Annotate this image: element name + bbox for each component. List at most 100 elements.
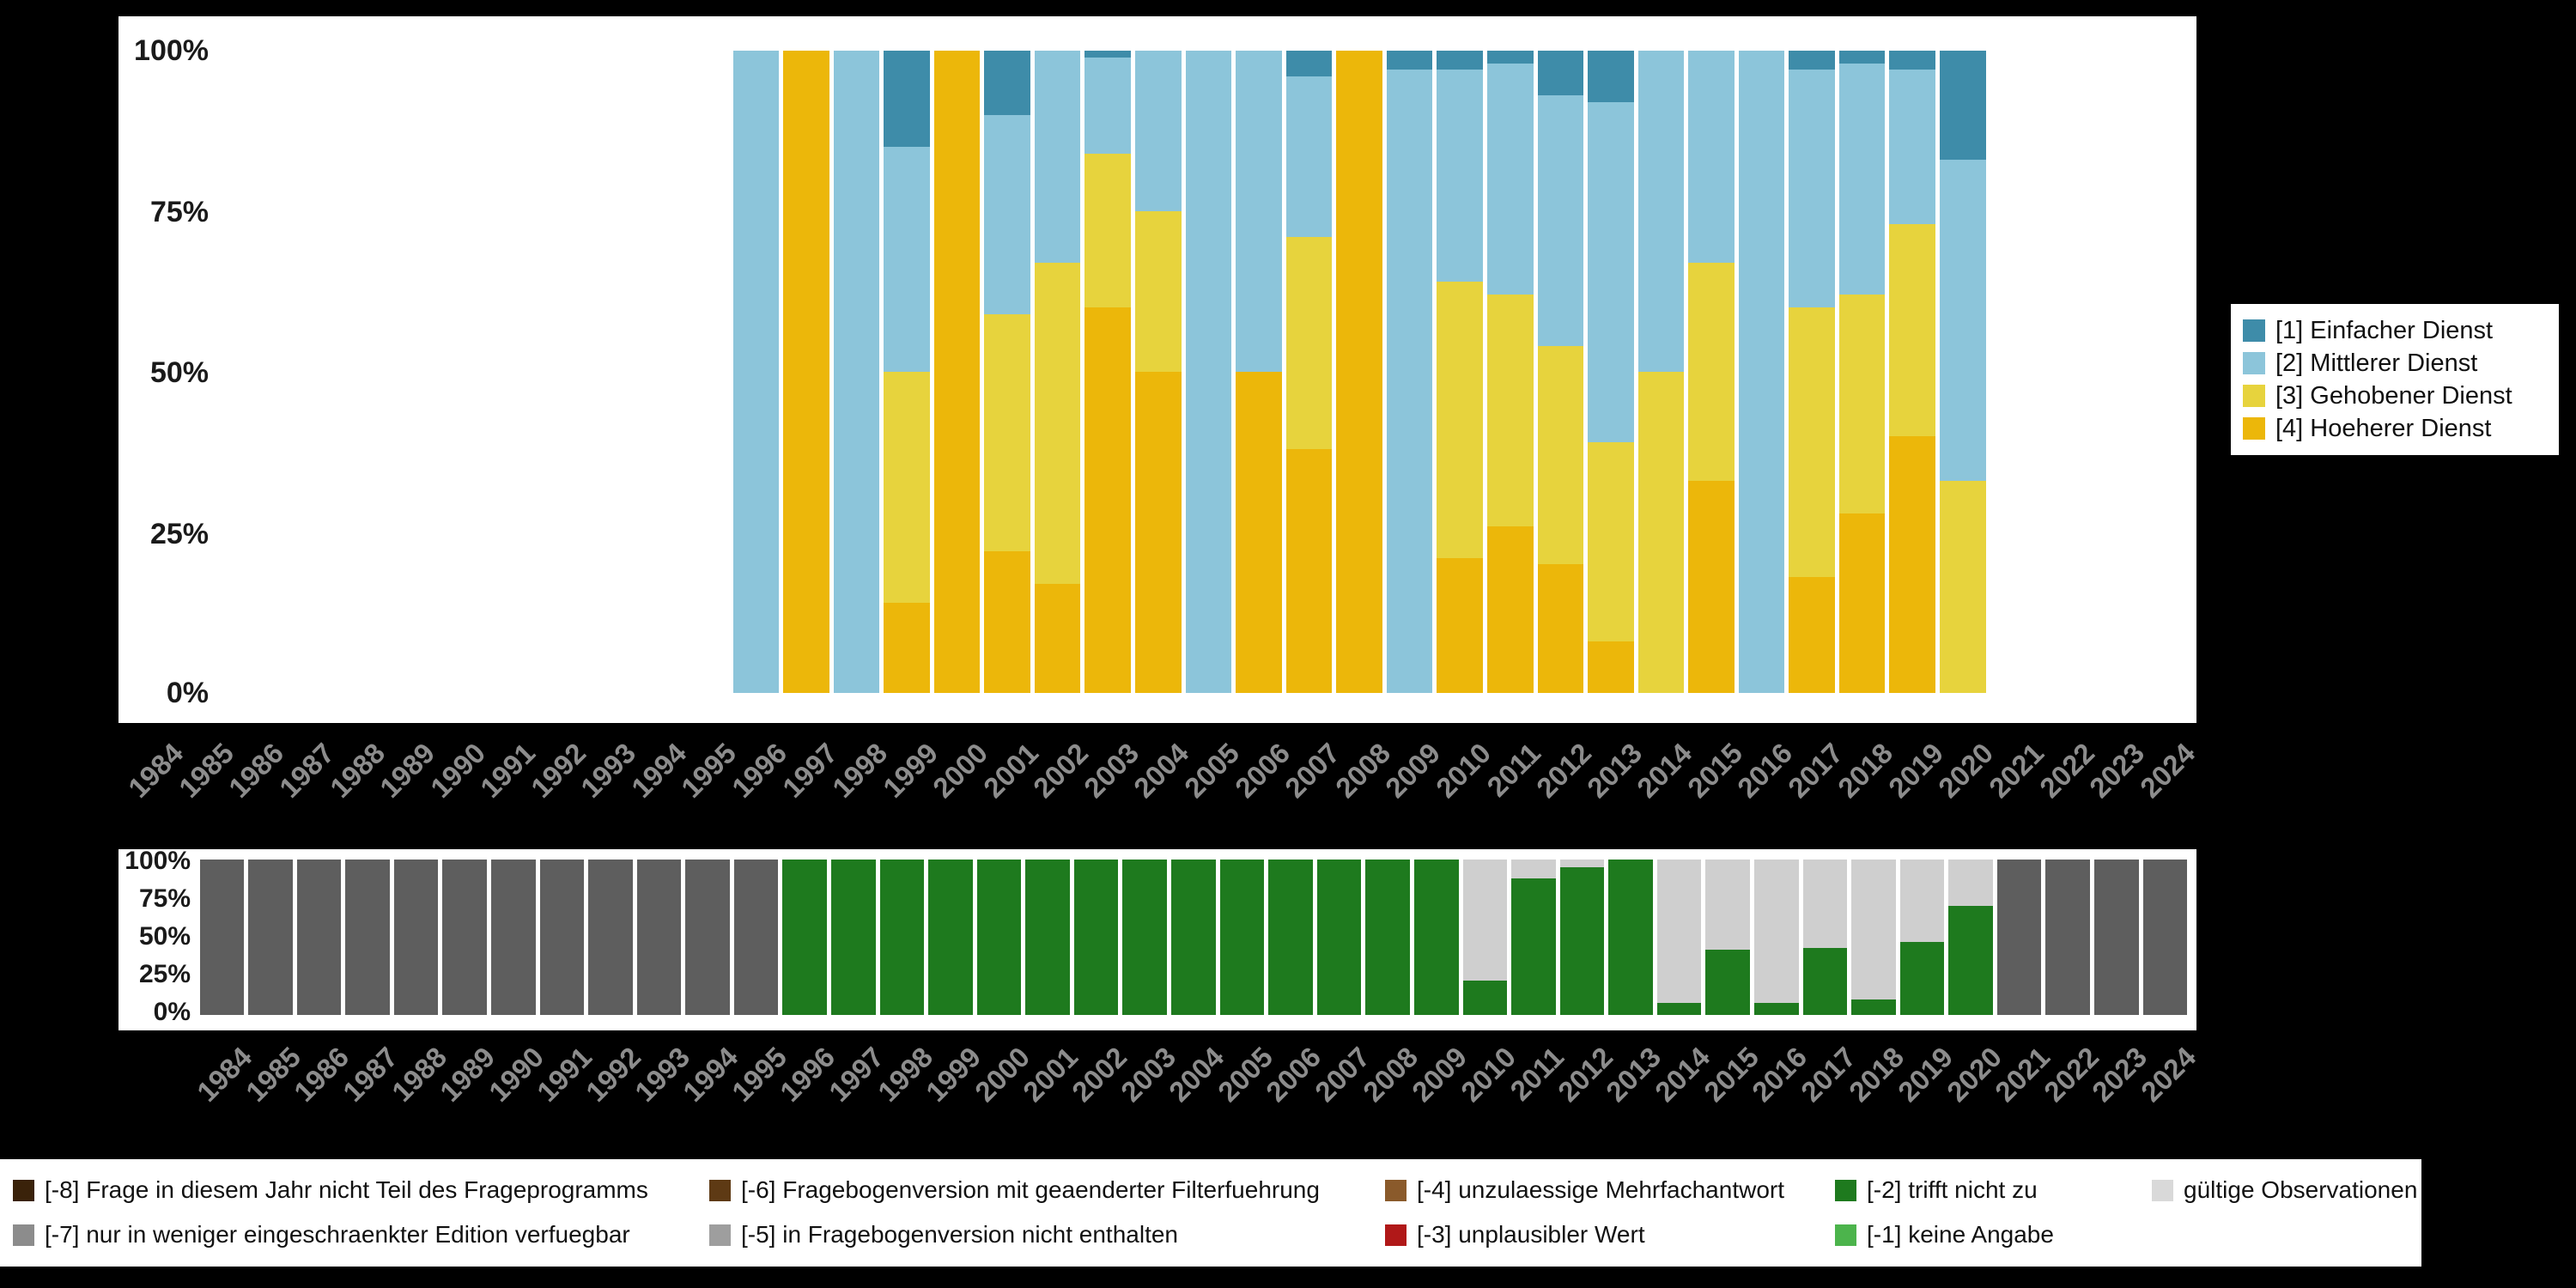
bar-2007 <box>1316 860 1362 1015</box>
bar-2010 <box>1462 860 1508 1015</box>
x-axis-year-bottom-2016: 2016 <box>1746 1041 1814 1109</box>
missing-swatch-missing-1 <box>1835 1224 1856 1246</box>
segment-gehobener-dienst <box>1838 295 1886 513</box>
bar-2008 <box>1365 860 1410 1015</box>
bar-1996 <box>732 51 780 693</box>
segment-trifft-nicht-zu <box>1559 867 1605 1015</box>
segment-nicht-teil-des-frageprogramms <box>636 860 682 1015</box>
y-axis-label: 75% <box>138 884 191 913</box>
segment-trifft-nicht-zu <box>1365 860 1410 1015</box>
legend-swatch-einfacher-dienst <box>2243 319 2265 342</box>
bar-2003 <box>1084 51 1131 693</box>
segment-hoeherer-dienst <box>984 551 1030 693</box>
segment-mittlerer-dienst <box>1789 70 1835 308</box>
bar-2002 <box>1073 860 1119 1015</box>
legend-label: [1] Einfacher Dienst <box>2275 316 2494 344</box>
legend-swatch-hoeherer-dienst <box>2243 417 2265 440</box>
segment-mittlerer-dienst <box>984 114 1030 314</box>
segment-nicht-teil-des-frageprogramms <box>539 860 585 1015</box>
bar-1999 <box>884 51 930 693</box>
segment-trifft-nicht-zu <box>1754 1002 1799 1015</box>
x-axis-year-top-1988: 1988 <box>323 737 391 805</box>
segment-trifft-nicht-zu <box>1316 860 1362 1015</box>
bar-2011 <box>1511 860 1556 1015</box>
segment-trifft-nicht-zu <box>1025 860 1070 1015</box>
x-axis-year-top-2023: 2023 <box>2083 737 2151 805</box>
missing-swatch-missing-6 <box>709 1179 731 1201</box>
x-axis-year-top-2006: 2006 <box>1228 737 1296 805</box>
segment-mittlerer-dienst <box>1637 51 1685 372</box>
segment-trifft-nicht-zu <box>1171 860 1216 1015</box>
segment-hoeherer-dienst <box>1135 372 1182 693</box>
segment-einfacher-dienst <box>1386 51 1433 70</box>
x-axis-year-top-1986: 1986 <box>222 737 290 805</box>
bar-2002 <box>1034 51 1081 693</box>
segment-trifft-nicht-zu <box>1948 906 1993 1015</box>
x-axis-year-bottom-1998: 1998 <box>871 1041 939 1109</box>
bar-2013 <box>1608 860 1653 1015</box>
segment-mittlerer-dienst <box>1889 70 1935 224</box>
bar-1990 <box>490 860 536 1015</box>
segment-nicht-teil-des-frageprogramms <box>442 860 487 1015</box>
segment-mittlerer-dienst <box>1285 76 1333 237</box>
bar-2001 <box>984 51 1030 693</box>
missing-swatch-missing-4 <box>1385 1179 1406 1201</box>
bar-2005 <box>1185 51 1232 693</box>
x-axis-year-bottom-1987: 1987 <box>337 1041 404 1109</box>
bar-2008 <box>1336 51 1382 693</box>
x-axis-year-bottom-2018: 2018 <box>1843 1041 1911 1109</box>
segment-gueltige-observationen <box>1511 860 1556 878</box>
segment-mittlerer-dienst <box>1588 101 1634 443</box>
x-axis-year-bottom-1991: 1991 <box>531 1041 598 1109</box>
x-axis-year-bottom-1996: 1996 <box>774 1041 841 1109</box>
x-axis-year-bottom-1997: 1997 <box>823 1041 890 1109</box>
x-axis-year-top-2010: 2010 <box>1429 737 1497 805</box>
x-axis-year-bottom-2002: 2002 <box>1065 1041 1133 1109</box>
legend-swatch-mittlerer-dienst <box>2243 352 2265 374</box>
bar-1993 <box>636 860 682 1015</box>
bar-1987 <box>345 860 390 1015</box>
missing-legend-label: [-4] unzulaessige Mehrfachantwort <box>1417 1176 1784 1203</box>
missing-swatch-missing-5 <box>709 1224 731 1246</box>
bar-2013 <box>1588 51 1634 693</box>
x-axis-year-top-2007: 2007 <box>1279 737 1346 805</box>
segment-gehobener-dienst <box>1135 211 1182 372</box>
bar-2014 <box>1656 860 1702 1015</box>
missing-legend-item-missing-5: [-5] in Fragebogenversion nicht enthalte… <box>709 1216 1178 1254</box>
bar-2009 <box>1413 860 1459 1015</box>
segment-mittlerer-dienst <box>1688 51 1735 263</box>
segment-mittlerer-dienst <box>1738 51 1785 693</box>
segment-gueltige-observationen <box>1802 860 1848 949</box>
segment-trifft-nicht-zu <box>1608 860 1653 1015</box>
x-axis-year-top-2009: 2009 <box>1379 737 1447 805</box>
segment-gehobener-dienst <box>984 313 1030 552</box>
bar-2018 <box>1851 860 1896 1015</box>
bar-1985 <box>248 860 293 1015</box>
x-axis-year-bottom-2004: 2004 <box>1163 1041 1230 1109</box>
category-legend: [1] Einfacher Dienst [2] Mittlerer Dienst… <box>2231 304 2559 455</box>
segment-mittlerer-dienst <box>1537 95 1584 347</box>
segment-trifft-nicht-zu <box>1802 948 1848 1015</box>
segment-trifft-nicht-zu <box>1462 981 1508 1015</box>
segment-trifft-nicht-zu <box>1122 860 1168 1015</box>
x-axis-year-top-2003: 2003 <box>1077 737 1145 805</box>
segment-mittlerer-dienst <box>732 51 780 693</box>
missing-legend-label: [-8] Frage in diesem Jahr nicht Teil des… <box>45 1176 648 1203</box>
segment-gehobener-dienst <box>1034 262 1081 584</box>
segment-nicht-teil-des-frageprogramms <box>490 860 536 1015</box>
segment-gehobener-dienst <box>1889 223 1935 436</box>
segment-gehobener-dienst <box>1084 153 1131 308</box>
x-axis-year-top-1998: 1998 <box>826 737 894 805</box>
x-axis-year-bottom-2020: 2020 <box>1940 1041 2008 1109</box>
segment-gehobener-dienst <box>1437 282 1483 558</box>
bar-2012 <box>1537 51 1584 693</box>
x-axis-year-top-1995: 1995 <box>675 737 743 805</box>
bar-2017 <box>1789 51 1835 693</box>
x-axis-year-bottom-2008: 2008 <box>1357 1041 1425 1109</box>
segment-hoeherer-dienst <box>1588 641 1634 693</box>
bar-2015 <box>1705 860 1750 1015</box>
x-axis-year-top-1993: 1993 <box>574 737 642 805</box>
bar-1994 <box>685 860 730 1015</box>
x-axis-year-bottom-1984: 1984 <box>191 1041 258 1109</box>
missing-values-legend: [-8] Frage in diesem Jahr nicht Teil des… <box>0 1159 2421 1267</box>
